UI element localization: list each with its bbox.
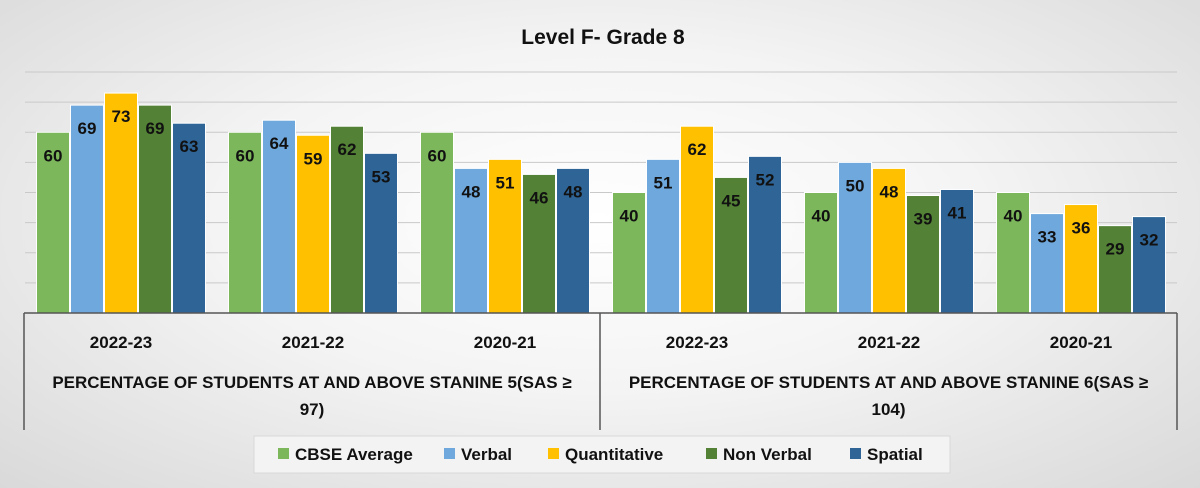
bar-verbal [262,119,296,314]
category-label: 2021-22 [858,333,920,352]
bar-cbse-average [804,192,838,314]
category-axis: 2022-23 2021-22 2020-21 PERCENTAGE OF STUDE… [23,312,1178,430]
data-label: 62 [688,140,707,159]
legend-swatch [706,448,717,459]
data-label: 60 [236,146,255,165]
data-label: 48 [462,182,481,201]
bar-verbal [1030,213,1064,314]
data-label: 39 [914,210,933,229]
bar-spatial [364,152,398,314]
legend-swatch [278,448,289,459]
legend-entry: Verbal [461,445,512,464]
bar-cbse-average [612,192,646,314]
group-label: PERCENTAGE OF STUDENTS AT AND ABOVE STAN… [52,373,571,392]
bar-cbse-average [36,131,70,314]
bar-spatial [748,155,782,314]
legend-swatch [548,448,559,459]
data-label: 46 [530,188,549,207]
data-label: 33 [1038,228,1057,247]
data-label: 32 [1140,231,1159,250]
data-label: 60 [44,146,63,165]
data-label: 40 [812,207,831,226]
data-label: 41 [948,203,967,222]
legend: CBSE Average Verbal Quantitative Non Verbal… [253,435,951,474]
data-label: 69 [78,119,97,138]
group-label: 97) [300,400,325,419]
bar-verbal [646,158,680,314]
legend-swatch [850,448,861,459]
category-label: 2022-23 [90,333,152,352]
legend-entry: CBSE Average [295,445,413,464]
bar-non-verbal [714,176,748,314]
bar-spatial [940,188,974,314]
data-label: 29 [1106,240,1125,259]
bar-quantitative [296,134,330,314]
data-label: 64 [270,134,289,153]
bar-verbal [454,167,488,314]
data-label: 73 [112,107,131,126]
data-label: 40 [1004,207,1023,226]
bar-non-verbal [138,104,172,314]
chart-title: Level F- Grade 8 [521,26,685,49]
bar-cbse-average [420,131,454,314]
gridlines [25,71,1177,284]
bar-quantitative [872,167,906,314]
data-label: 52 [756,170,775,189]
data-label: 63 [180,137,199,156]
bar-quantitative [680,125,714,314]
data-label: 69 [146,119,165,138]
data-label: 62 [338,140,357,159]
data-label: 53 [372,167,391,186]
data-label: 36 [1072,219,1091,238]
legend-box [253,435,951,474]
legend-entry: Quantitative [565,445,663,464]
category-label: 2021-22 [282,333,344,352]
category-label: 2020-21 [474,333,536,352]
data-label: 48 [564,182,583,201]
bar-spatial [556,167,590,314]
legend-entry: Non Verbal [723,445,812,464]
group-label: 104) [871,400,905,419]
category-label: 2020-21 [1050,333,1112,352]
legend-swatch [444,448,455,459]
data-label: 51 [654,173,673,192]
bar-cbse-average [996,192,1030,314]
legend-entry: Spatial [867,445,923,464]
data-label: 50 [846,176,865,195]
group-label: PERCENTAGE OF STUDENTS AT AND ABOVE STAN… [629,373,1148,392]
data-label: 59 [304,149,323,168]
data-label: 48 [880,182,899,201]
bar-spatial [172,122,206,314]
data-label: 51 [496,173,515,192]
data-label: 45 [722,191,741,210]
bar-cbse-average [228,131,262,314]
bar-quantitative [104,92,138,314]
bars: 60 69 73 69 63 60 64 59 62 53 60 48 51 46 48 40 51 62 45 52… [36,92,1166,314]
bar-non-verbal [522,173,556,314]
data-label: 60 [428,146,447,165]
category-label: 2022-23 [666,333,728,352]
bar-non-verbal [1098,225,1132,314]
data-label: 40 [620,207,639,226]
